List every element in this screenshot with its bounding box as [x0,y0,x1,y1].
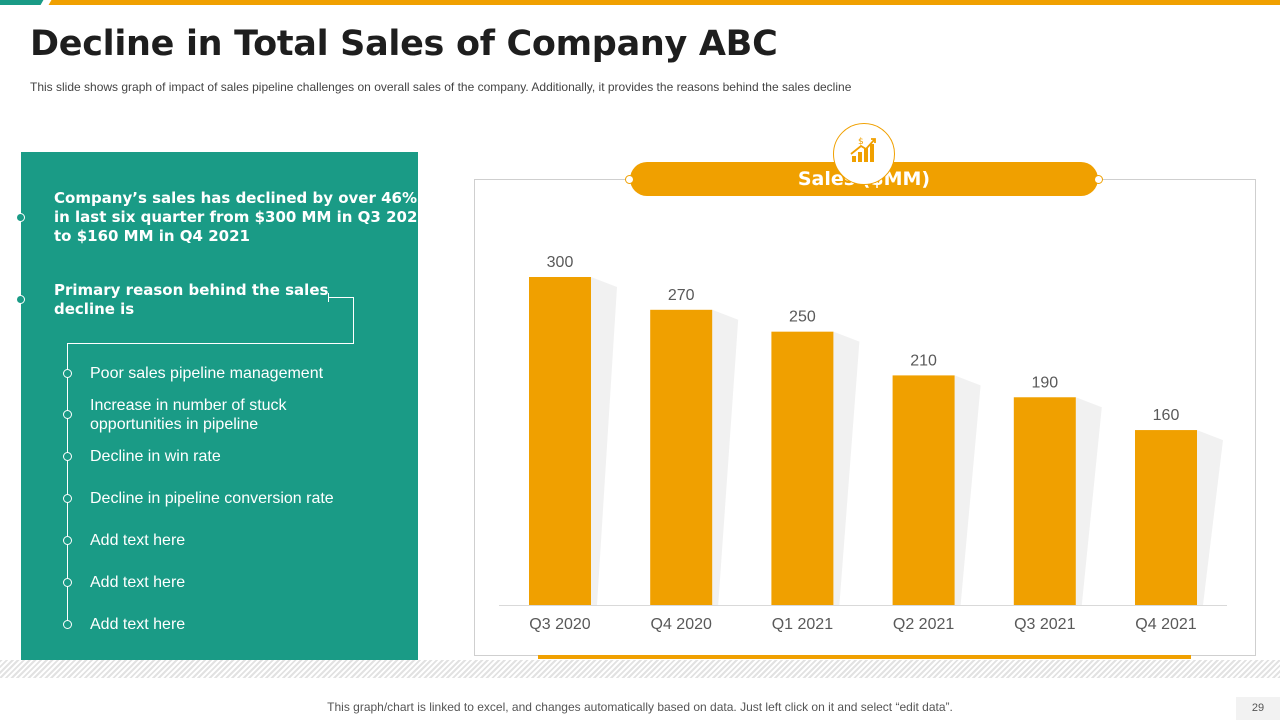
bullet-dot [63,494,72,503]
page-subtitle: This slide shows graph of impact of sale… [30,80,852,94]
bullet-dot [63,620,72,629]
bullet-text: Poor sales pipeline management [90,365,324,382]
bar-q2-2021 [892,375,955,605]
bullet-text: Increase in number of stuck [90,397,287,414]
reason-heading-line: Primary reason behind the sales [54,281,329,299]
reason-bracket [328,293,329,302]
summary-line: in last six quarter from $300 MM in Q3 2… [54,208,428,226]
bullet-dot [63,578,72,587]
bar-q3-2020 [529,277,591,605]
bar-shadow [591,277,617,605]
data-label: 210 [910,352,937,369]
bullet-text: Add text here [90,574,186,591]
page-title: Decline in Total Sales of Company ABC [30,24,778,64]
x-tick-label: Q3 2021 [1014,616,1075,633]
bar-q1-2021 [771,331,834,605]
panel-marker-dot [16,213,25,222]
reason-bracket [67,343,354,344]
x-tick-label: Q4 2021 [1135,616,1196,633]
sales-growth-icon: $ [833,123,895,185]
top-accent-bar-teal [0,0,46,5]
data-label: 190 [1031,374,1058,391]
bar-shadow [954,375,981,605]
panel-marker-dot [16,295,25,304]
bullet-text: Add text here [90,532,186,549]
reason-bracket [329,297,354,344]
x-tick-label: Q2 2021 [893,616,954,633]
summary-line: Company’s sales has declined by over 46% [54,189,417,207]
chart-title-dot [1094,175,1103,184]
bullet-dot [63,410,72,419]
top-accent-bar [0,0,1280,5]
bullet-dot [63,452,72,461]
x-tick-label: Q3 2020 [529,616,590,633]
data-label: 160 [1153,407,1180,424]
bullet-dot [63,536,72,545]
bullet-dot [63,369,72,378]
sales-decline-summary: Company’s sales has declined by over 46%… [54,189,428,246]
bar-shadow [712,309,739,605]
summary-line: to $160 MM in Q4 2021 [54,227,250,245]
footer-stripe [0,660,1280,678]
svg-text:$: $ [858,137,864,147]
bullet-connector-line [67,343,68,625]
data-label: 250 [789,309,816,326]
reasons-panel [21,152,418,660]
chart-title-dot [625,175,634,184]
chart-bottom-accent [538,655,1191,659]
bar-shadow [1075,397,1102,605]
page-number: 29 [1236,697,1280,720]
bar-q3-2021 [1013,397,1076,605]
sales-growth-icon-graphic: $ [850,137,876,162]
footer-note: This graph/chart is linked to excel, and… [327,700,953,714]
reason-heading-line: decline is [54,300,135,318]
bullet-text: Add text here [90,616,186,633]
bullet-text: Decline in win rate [90,448,221,465]
x-tick-label: Q4 2020 [651,616,712,633]
bullet-text: opportunities in pipeline [90,416,259,433]
bar-q4-2020 [650,309,713,605]
bar-q4-2021 [1135,430,1197,605]
primary-reason-heading: Primary reason behind the sales decline … [54,281,328,319]
bar-shadow [1197,430,1223,605]
bullet-text: Decline in pipeline conversion rate [90,490,334,507]
data-label: 300 [547,254,574,271]
data-label: 270 [668,287,695,304]
x-tick-label: Q1 2021 [772,616,833,633]
bar-shadow [833,331,860,605]
